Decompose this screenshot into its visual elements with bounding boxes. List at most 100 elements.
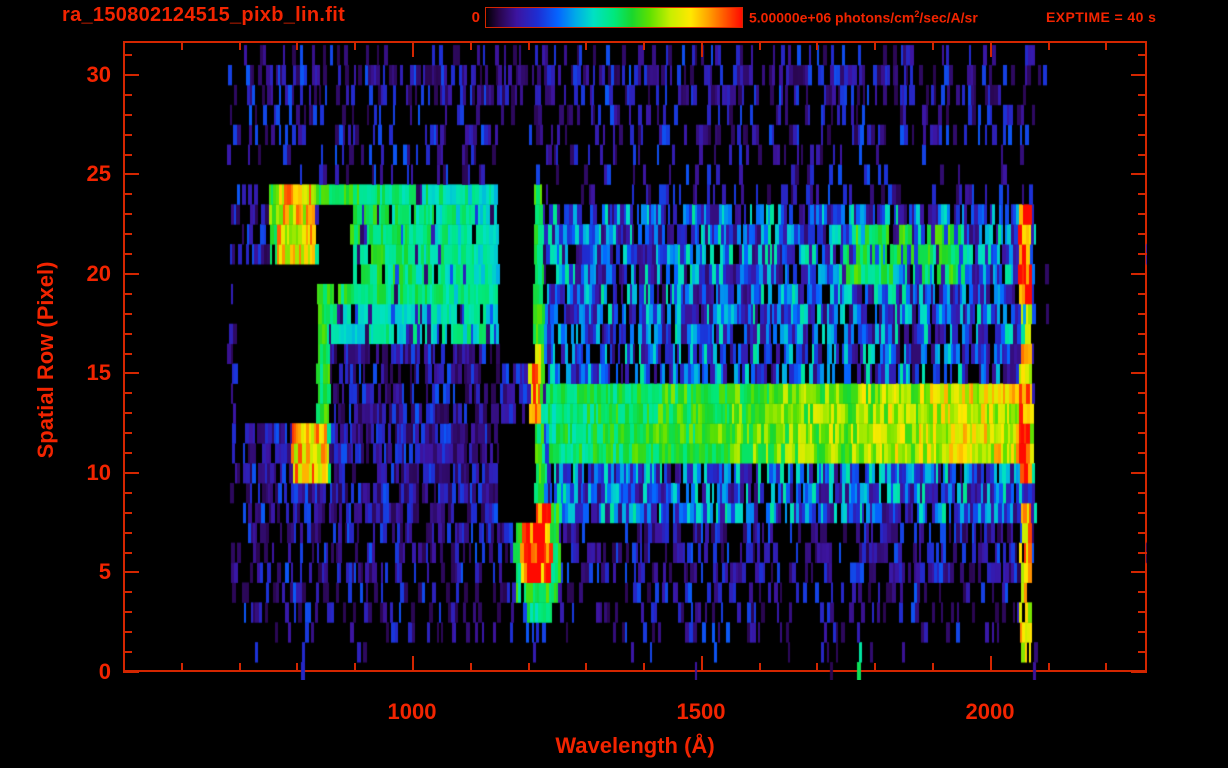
colorbar-units-superscript: 2 — [914, 9, 920, 19]
y-axis-tick-label: 30 — [86, 62, 111, 87]
y-axis-tick — [1131, 571, 1147, 573]
y-axis-tick — [123, 114, 132, 116]
y-axis-tick — [123, 74, 139, 76]
x-axis-tick — [1048, 41, 1050, 50]
x-axis-tick — [470, 663, 472, 672]
file-title: ra_150802124515_pixb_lin.fit — [62, 4, 346, 26]
y-axis-tick-label: 0 — [98, 659, 111, 684]
x-axis-tick — [1105, 41, 1107, 50]
x-axis-tick — [874, 663, 876, 672]
x-axis-tick — [239, 663, 241, 672]
colorbar-units-suffix: /sec/A/sr — [919, 9, 978, 26]
x-axis-tick — [181, 663, 183, 672]
y-axis-tick — [123, 253, 132, 255]
x-axis-tick — [528, 41, 530, 50]
y-axis-tick — [1138, 651, 1147, 653]
y-axis-tick — [123, 233, 132, 235]
y-axis-tick — [1138, 154, 1147, 156]
y-axis-tick — [123, 472, 139, 474]
y-axis-tick — [123, 571, 139, 573]
y-axis-tick — [123, 412, 132, 414]
x-axis-tick — [643, 663, 645, 672]
x-axis-tick — [470, 41, 472, 50]
y-axis-tick — [1131, 372, 1147, 374]
x-axis-tick — [181, 41, 183, 50]
x-axis-tick — [932, 41, 934, 50]
y-axis-tick — [123, 452, 132, 454]
x-axis-tick — [412, 656, 414, 672]
x-axis-tick — [354, 41, 356, 50]
colorbar-max-label: 5.00000e+06 photons/cm2/sec/A/sr — [749, 9, 978, 26]
y-axis-tick — [123, 372, 139, 374]
x-axis-tick — [1105, 663, 1107, 672]
y-axis-tick — [1138, 134, 1147, 136]
colorbar-min-label: 0 — [471, 9, 480, 26]
x-axis-tick — [816, 41, 818, 50]
x-axis-tick — [759, 663, 761, 672]
x-axis-tick — [932, 663, 934, 672]
y-axis-tick — [1138, 452, 1147, 454]
y-axis-tick — [1131, 173, 1147, 175]
y-axis-tick-label: 5 — [98, 559, 111, 584]
x-axis-tick — [701, 41, 703, 57]
x-axis-tick-label: 1500 — [676, 699, 726, 724]
y-axis-tick — [123, 154, 132, 156]
x-axis-tick — [585, 41, 587, 50]
y-axis-tick — [1138, 512, 1147, 514]
y-axis-tick — [123, 671, 139, 673]
x-axis-tick — [1048, 663, 1050, 672]
colorbar-units-prefix: photons/cm — [831, 9, 915, 26]
y-axis-tick — [1138, 293, 1147, 295]
y-axis-tick — [123, 392, 132, 394]
y-axis-tick — [123, 273, 139, 275]
y-axis-tick — [1138, 193, 1147, 195]
y-axis-tick — [1138, 353, 1147, 355]
y-axis-tick — [1138, 114, 1147, 116]
y-axis-tick — [123, 193, 132, 195]
y-axis-tick — [1138, 432, 1147, 434]
y-axis-tick — [123, 94, 132, 96]
x-axis-tick — [990, 41, 992, 57]
x-axis-tick-label: 1000 — [387, 699, 437, 724]
y-axis-tick — [123, 333, 132, 335]
x-axis-tick — [759, 41, 761, 50]
y-axis-tick — [1138, 333, 1147, 335]
y-axis-tick — [123, 313, 132, 315]
spectrogram-image — [123, 41, 1147, 680]
y-axis-tick — [1138, 412, 1147, 414]
x-axis-tick — [296, 663, 298, 672]
y-axis-tick — [123, 213, 132, 215]
y-axis-tick — [1138, 313, 1147, 315]
y-axis-tick-label: 20 — [86, 261, 111, 286]
x-axis-tick — [354, 663, 356, 672]
y-axis-tick — [1131, 472, 1147, 474]
x-axis-tick-label: 2000 — [965, 699, 1015, 724]
x-axis-tick — [701, 656, 703, 672]
y-axis-tick — [1131, 273, 1147, 275]
x-axis-tick — [528, 663, 530, 672]
y-axis-tick — [1138, 552, 1147, 554]
y-axis-tick — [123, 54, 132, 56]
y-axis-tick — [123, 173, 139, 175]
y-axis-tick — [1138, 591, 1147, 593]
y-axis-tick — [1138, 392, 1147, 394]
y-axis-tick — [123, 293, 132, 295]
y-axis-tick — [1138, 94, 1147, 96]
x-axis-tick — [816, 663, 818, 672]
colorbar — [485, 7, 743, 28]
x-axis-tick — [585, 663, 587, 672]
y-axis-tick — [123, 532, 132, 534]
y-axis-tick — [1138, 54, 1147, 56]
x-axis-tick — [990, 656, 992, 672]
y-axis-tick — [1138, 611, 1147, 613]
y-axis-tick — [123, 134, 132, 136]
x-axis-tick — [643, 41, 645, 50]
y-axis-tick — [1138, 233, 1147, 235]
y-axis-tick — [123, 591, 132, 593]
y-axis-tick — [123, 611, 132, 613]
x-axis-tick — [412, 41, 414, 57]
x-axis-tick — [874, 41, 876, 50]
y-axis-tick — [1138, 631, 1147, 633]
exptime-label: EXPTIME = 40 s — [1046, 9, 1157, 25]
